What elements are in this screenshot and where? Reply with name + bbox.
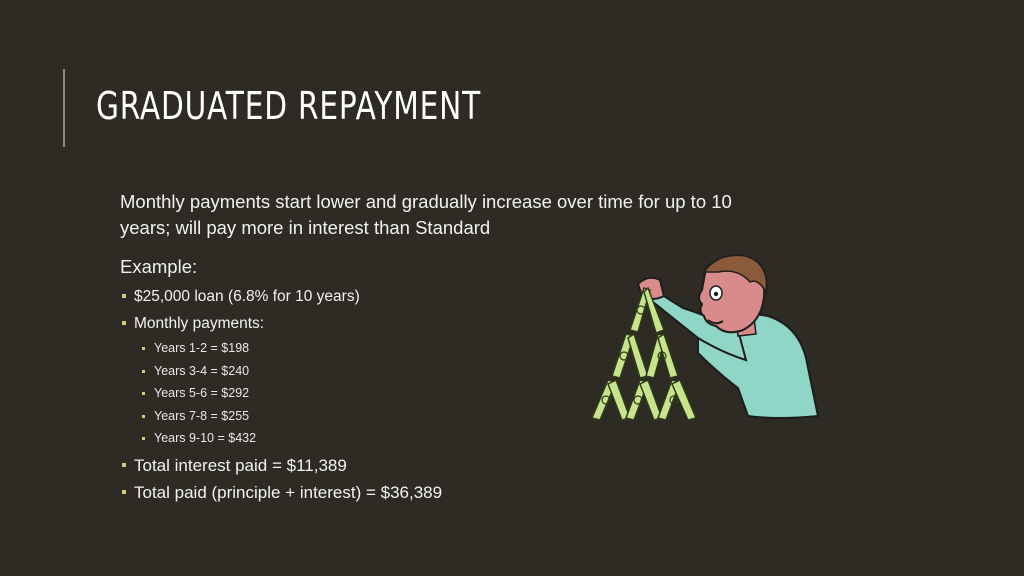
bullet-marker — [122, 462, 126, 467]
example-label: Example: — [120, 256, 198, 277]
intro-text: Monthly payments start lower and gradual… — [120, 191, 732, 238]
payment-item: Years 5-6 = $292 — [138, 382, 582, 405]
payment-text: Years 9-10 = $432 — [154, 431, 257, 445]
hair-shape — [702, 254, 768, 295]
bullet-marker — [122, 294, 126, 298]
payment-item: Years 3-4 = $240 — [138, 360, 582, 383]
bullet-total-paid: Total paid (principle + interest) = $36,… — [122, 479, 582, 506]
card-top-right — [643, 286, 665, 334]
sub-bullet-marker — [142, 347, 145, 350]
sub-bullet-marker — [142, 437, 145, 440]
bullet-list: $25,000 loan (6.8% for 10 years) Monthly… — [122, 283, 582, 506]
bullet-text: Monthly payments: — [134, 315, 265, 332]
card-mid-left-2 — [627, 332, 649, 379]
bullet-text: $25,000 loan (6.8% for 10 years) — [134, 288, 360, 305]
bullet-loan: $25,000 loan (6.8% for 10 years) — [122, 283, 582, 310]
payment-item: Years 9-10 = $432 — [138, 427, 582, 450]
sub-bullet-marker — [142, 369, 145, 373]
pupil-shape — [713, 291, 719, 297]
bill-circles — [601, 305, 679, 405]
payment-item: Years 7-8 = $255 — [138, 405, 582, 428]
payment-text: Years 5-6 = $292 — [154, 386, 250, 400]
card-mid-right-2 — [657, 332, 679, 379]
payment-item: Years 1-2 = $198 — [138, 337, 582, 360]
bullet-marker — [122, 489, 126, 494]
money-cards — [590, 286, 698, 421]
slide-title: GRADUATED REPAYMENT — [96, 84, 481, 128]
sub-bullet-marker — [142, 392, 145, 395]
house-of-cards-illustration — [590, 254, 820, 421]
bullet-text: Total paid (principle + interest) = $36,… — [134, 482, 443, 502]
bullet-text: Total interest paid = $11,389 — [134, 455, 347, 475]
payment-text: Years 7-8 = $255 — [154, 408, 250, 423]
bullet-marker — [122, 321, 126, 325]
payment-text: Years 1-2 = $198 — [154, 341, 250, 355]
mouth-shape — [707, 319, 724, 325]
card-bottom-4 — [639, 378, 663, 421]
payment-sublist: Years 1-2 = $198 Years 3-4 = $240 Years … — [134, 337, 582, 450]
title-accent-bar — [63, 69, 65, 147]
payment-text: Years 3-4 = $240 — [154, 363, 250, 378]
sub-bullet-marker — [142, 414, 145, 418]
bullet-monthly-payments: Monthly payments: Years 1-2 = $198 Years… — [122, 310, 582, 450]
bullet-total-interest: Total interest paid = $11,389 — [122, 452, 582, 479]
card-bottom-2 — [607, 378, 631, 421]
card-bottom-6 — [671, 378, 698, 421]
